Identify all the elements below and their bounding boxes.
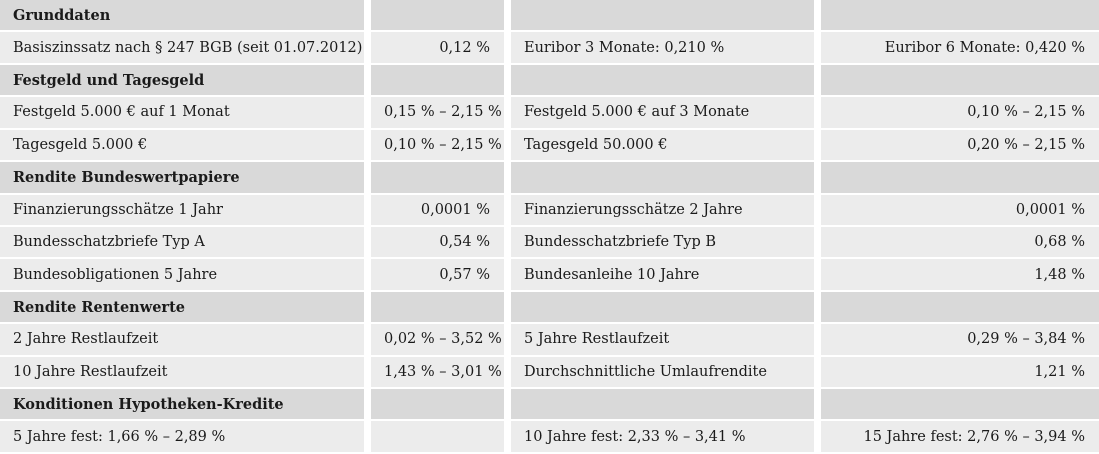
row-label: Bundesschatzbriefe Typ A (0, 226, 371, 260)
table-row: Tagesgeld 5.000 € 0,10 % – 2,15 % Tagesg… (0, 129, 1099, 163)
section-header-bundeswertpapiere: Rendite Bundeswertpapiere (0, 162, 1099, 195)
row-label: Bundesschatzbriefe Typ B (511, 226, 821, 260)
row-label: 5 Jahre Restlaufzeit (511, 324, 821, 357)
row-value: 0,10 % – 2,15 % (821, 97, 1099, 130)
table-row: Bundesschatzbriefe Typ A 0,54 % Bundessc… (0, 226, 1099, 260)
section-title: Grunddaten (0, 0, 371, 33)
table-row: 5 Jahre fest: 1,66 % – 2,89 % 10 Jahre f… (0, 421, 1099, 454)
row-value: 0,0001 % (821, 194, 1099, 227)
table-row: Basiszinssatz nach § 247 BGB (seit 01.07… (0, 32, 1099, 65)
row-value: 0,68 % (821, 226, 1099, 260)
section-title: Rendite Bundeswertpapiere (0, 162, 371, 195)
row-value: 0,29 % – 3,84 % (821, 324, 1099, 357)
section-header-grunddaten: Grunddaten (0, 0, 1099, 33)
row-label: Finanzierungsschätze 1 Jahr (0, 194, 371, 227)
table-row: Finanzierungsschätze 1 Jahr 0,0001 % Fin… (0, 194, 1099, 227)
row-value: 0,57 % (371, 259, 511, 292)
row-label: Euribor 3 Monate: 0,210 % (511, 32, 821, 65)
row-value: 0,12 % (371, 32, 511, 65)
table-row: Bundesobligationen 5 Jahre 0,57 % Bundes… (0, 259, 1099, 292)
section-title: Konditionen Hypotheken-Kredite (0, 389, 371, 422)
row-value: 1,43 % – 3,01 % (371, 356, 511, 390)
row-value: 0,20 % – 2,15 % (821, 129, 1099, 163)
row-label: 10 Jahre fest: 2,33 % – 3,41 % (511, 421, 821, 454)
table-row: 10 Jahre Restlaufzeit 1,43 % – 3,01 % Du… (0, 356, 1099, 390)
section-header-festgeld: Festgeld und Tagesgeld (0, 64, 1099, 98)
row-label: Bundesanleihe 10 Jahre (511, 259, 821, 292)
row-value: 0,02 % – 3,52 % (371, 324, 511, 357)
row-label: Tagesgeld 5.000 € (0, 129, 371, 163)
row-label: Bundesobligationen 5 Jahre (0, 259, 371, 292)
section-title: Rendite Rentenwerte (0, 291, 371, 325)
table-row: 2 Jahre Restlaufzeit 0,02 % – 3,52 % 5 J… (0, 324, 1099, 357)
row-label: Durchschnittliche Umlaufrendite (511, 356, 821, 390)
row-value: 0,0001 % (371, 194, 511, 227)
section-header-hypotheken: Konditionen Hypotheken-Kredite (0, 389, 1099, 422)
row-value: Euribor 6 Monate: 0,420 % (821, 32, 1099, 65)
row-value: 1,21 % (821, 356, 1099, 390)
section-title: Festgeld und Tagesgeld (0, 64, 371, 98)
row-value (371, 421, 511, 454)
row-label: Festgeld 5.000 € auf 3 Monate (511, 97, 821, 130)
row-value: 15 Jahre fest: 2,76 % – 3,94 % (821, 421, 1099, 454)
row-value: 1,48 % (821, 259, 1099, 292)
row-value: 0,10 % – 2,15 % (371, 129, 511, 163)
row-label: Festgeld 5.000 € auf 1 Monat (0, 97, 371, 130)
row-label: Basiszinssatz nach § 247 BGB (seit 01.07… (0, 32, 371, 65)
row-label: 5 Jahre fest: 1,66 % – 2,89 % (0, 421, 371, 454)
row-label: Tagesgeld 50.000 € (511, 129, 821, 163)
section-header-rentenwerte: Rendite Rentenwerte (0, 291, 1099, 325)
row-label: Finanzierungsschätze 2 Jahre (511, 194, 821, 227)
row-label: 2 Jahre Restlaufzeit (0, 324, 371, 357)
table-row: Festgeld 5.000 € auf 1 Monat 0,15 % – 2,… (0, 97, 1099, 130)
row-label: 10 Jahre Restlaufzeit (0, 356, 371, 390)
row-value: 0,15 % – 2,15 % (371, 97, 511, 130)
row-value: 0,54 % (371, 226, 511, 260)
